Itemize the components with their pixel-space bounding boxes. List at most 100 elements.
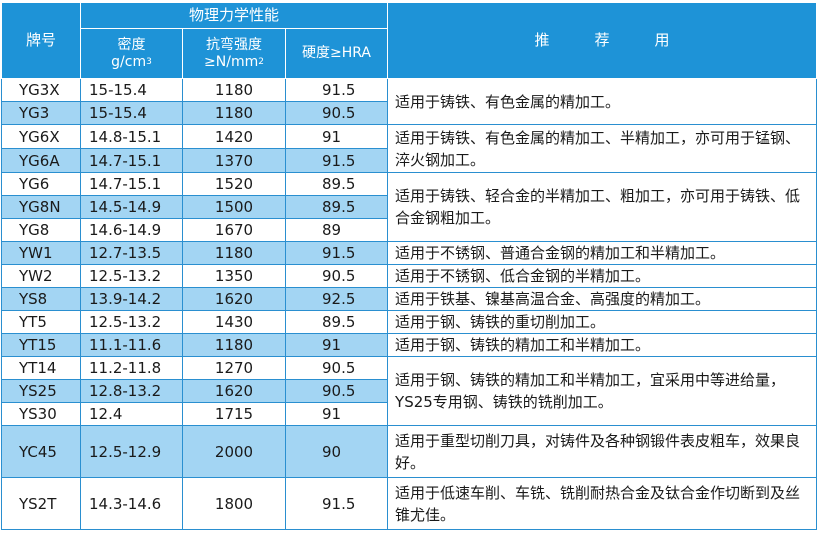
grade-cell: YC45 <box>1 425 81 478</box>
table-row: YC45 12.5-12.9 2000 90 适用于重型切削刀具，对铸件及各种钢… <box>1 425 818 478</box>
hardness-cell: 91.5 <box>284 148 389 173</box>
hardness-cell: 89.5 <box>284 172 389 196</box>
table-row: YG3X 15-15.4 1180 91.5 适用于铸铁、有色金属的精加工。 <box>1 78 818 125</box>
grade-cell: YG6A <box>1 148 81 173</box>
strength-cell: 1270 <box>182 356 286 380</box>
density-cell: 14.8-15.1 <box>80 124 183 149</box>
density-cell: 13.9-14.2 <box>80 287 183 311</box>
density-cell: 15-15.4 <box>80 78 183 102</box>
density-cell: 12.5-13.2 <box>80 264 183 288</box>
table-row: YG8 14.6-14.9 1670 89 <box>1 218 817 242</box>
density-cell: 12.5-12.9 <box>80 425 183 478</box>
usage-cell: 适用于钢、铸铁的重切削加工。 <box>387 310 818 334</box>
density-cell: 14.6-14.9 <box>80 218 183 242</box>
hardness-cell: 91.5 <box>284 241 389 265</box>
hardness-cell: 92.5 <box>284 287 389 311</box>
strength-cell: 1180 <box>182 78 286 102</box>
grade-cell: YW2 <box>1 264 81 288</box>
density-cell: 12.4 <box>80 402 183 426</box>
density-unit-sup: 3 <box>146 56 152 67</box>
grade-cell: YG6X <box>1 124 81 149</box>
strength-cell: 1350 <box>182 264 286 288</box>
strength-cell: 2000 <box>182 425 286 478</box>
strength-unit-text: ≥N/mm <box>204 53 259 70</box>
table-row: YW2 12.5-13.2 1350 90.5 适用于不锈钢、低合金钢的半精加工… <box>1 264 818 288</box>
strength-cell: 1430 <box>182 310 286 334</box>
grade-cell: YG6 <box>1 172 81 196</box>
usage-cell: 适用于铸铁、轻合金的半精加工、粗加工，亦可用于铸铁、低合金钢粗加工。 <box>387 172 818 242</box>
usage-cell: 适用于铸铁、有色金属的精加工。 <box>387 78 818 125</box>
table-row: YS25 12.8-13.2 1620 90.5 <box>1 379 817 403</box>
strength-cell: 1520 <box>182 172 286 196</box>
strength-cell: 1180 <box>182 241 286 265</box>
density-cell: 14.7-15.1 <box>80 148 183 173</box>
alloy-grade-table: 牌号 物理力学性能 推 荐 用 密度 g/cm3 抗弯强度 ≥N/mm2 硬度≥… <box>1 2 818 530</box>
density-cell: 14.3-14.6 <box>80 477 183 530</box>
table-row: YW1 12.7-13.5 1180 91.5 适用于不锈钢、普通合金钢的精加工… <box>1 241 818 265</box>
grade-header: 牌号 <box>1 2 81 79</box>
grade-cell: YG8N <box>1 195 81 219</box>
table-row: YS8 13.9-14.2 1620 92.5 适用于铁基、镍基高温合金、高强度… <box>1 287 818 311</box>
hardness-cell: 91 <box>284 333 389 357</box>
table-row: YT5 12.5-13.2 1430 89.5 适用于钢、铸铁的重切削加工。 <box>1 310 818 334</box>
usage-cell: 适用于铁基、镍基高温合金、高强度的精加工。 <box>387 287 818 311</box>
density-cell: 14.5-14.9 <box>80 195 183 219</box>
strength-cell: 1420 <box>182 124 286 149</box>
strength-unit-sup: 2 <box>258 56 264 67</box>
strength-cell: 1370 <box>182 148 286 173</box>
hardness-cell: 91 <box>284 402 389 426</box>
usage-cell: 适用于钢、铸铁的精加工和半精加工。 <box>387 333 818 357</box>
hardness-header: 硬度≥HRA <box>284 28 389 79</box>
grade-cell: YS8 <box>1 287 81 311</box>
usage-cell: 适用于低速车削、车铣、铣削耐热合金及钛合金作切断到及丝锥尤佳。 <box>387 477 818 530</box>
usage-cell: 适用于不锈钢、普通合金钢的精加工和半精加工。 <box>387 241 818 265</box>
table-row: YG6X 14.8-15.1 1420 91 适用于铸铁、有色金属的精加工、半精… <box>1 124 818 173</box>
grade-cell: YG3 <box>1 101 81 125</box>
strength-cell: 1715 <box>182 402 286 426</box>
density-cell: 11.1-11.6 <box>80 333 183 357</box>
grade-cell: YS25 <box>1 379 81 403</box>
properties-header: 物理力学性能 <box>79 2 389 29</box>
table-row: YG6 14.7-15.1 1520 89.5 适用于铸铁、轻合金的半精加工、粗… <box>1 172 818 242</box>
hardness-cell: 89 <box>284 218 389 242</box>
table-row: YT14 11.2-11.8 1270 90.5 适用于钢、铸铁的精加工和半精加… <box>1 356 818 426</box>
density-header-title: 密度 <box>117 36 146 53</box>
strength-header: 抗弯强度 ≥N/mm2 <box>182 28 286 79</box>
usage-cell: 适用于钢、铸铁的精加工和半精加工，宜采用中等进给量，YS25专用钢、铸铁的铣削加… <box>387 356 818 426</box>
hardness-cell: 90.5 <box>284 356 389 380</box>
hardness-cell: 91 <box>284 124 389 149</box>
table-row: YT15 11.1-11.6 1180 91 适用于钢、铸铁的精加工和半精加工。 <box>1 333 818 357</box>
grade-cell: YS2T <box>1 477 81 530</box>
table-row: YS2T 14.3-14.6 1800 91.5 适用于低速车削、车铣、铣削耐热… <box>1 477 818 530</box>
density-cell: 12.8-13.2 <box>80 379 183 403</box>
hardness-cell: 91.5 <box>284 477 389 530</box>
grade-cell: YG3X <box>1 78 81 102</box>
strength-cell: 1670 <box>182 218 286 242</box>
table-row: YS30 12.4 1715 91 <box>1 402 817 426</box>
usage-header-label: 推 荐 用 <box>534 31 670 49</box>
table-row: YG6A 14.7-15.1 1370 91.5 <box>1 148 817 173</box>
strength-cell: 1620 <box>182 287 286 311</box>
density-header-unit: g/cm3 <box>81 54 182 71</box>
density-header: 密度 g/cm3 <box>80 28 183 79</box>
grade-cell: YT14 <box>1 356 81 380</box>
grade-cell: YW1 <box>1 241 81 265</box>
hardness-cell: 90.5 <box>284 101 389 125</box>
usage-header: 推 荐 用 <box>387 2 818 79</box>
grade-cell: YG8 <box>1 218 81 242</box>
strength-header-unit: ≥N/mm2 <box>183 54 285 71</box>
hardness-cell: 89.5 <box>284 310 389 334</box>
grade-cell: YT15 <box>1 333 81 357</box>
strength-cell: 1180 <box>182 101 286 125</box>
usage-cell: 适用于不锈钢、低合金钢的半精加工。 <box>387 264 818 288</box>
usage-cell: 适用于铸铁、有色金属的精加工、半精加工，亦可用于锰钢、淬火钢加工。 <box>387 124 818 173</box>
density-cell: 12.5-13.2 <box>80 310 183 334</box>
strength-cell: 1620 <box>182 379 286 403</box>
table-row: YG3 15-15.4 1180 90.5 <box>1 101 817 125</box>
usage-cell: 适用于重型切削刀具，对铸件及各种钢锻件表皮粗车，效果良好。 <box>387 425 818 478</box>
hardness-cell: 90.5 <box>284 264 389 288</box>
strength-cell: 1500 <box>182 195 286 219</box>
hardness-cell: 91.5 <box>284 78 389 102</box>
hardness-cell: 90 <box>284 425 389 478</box>
